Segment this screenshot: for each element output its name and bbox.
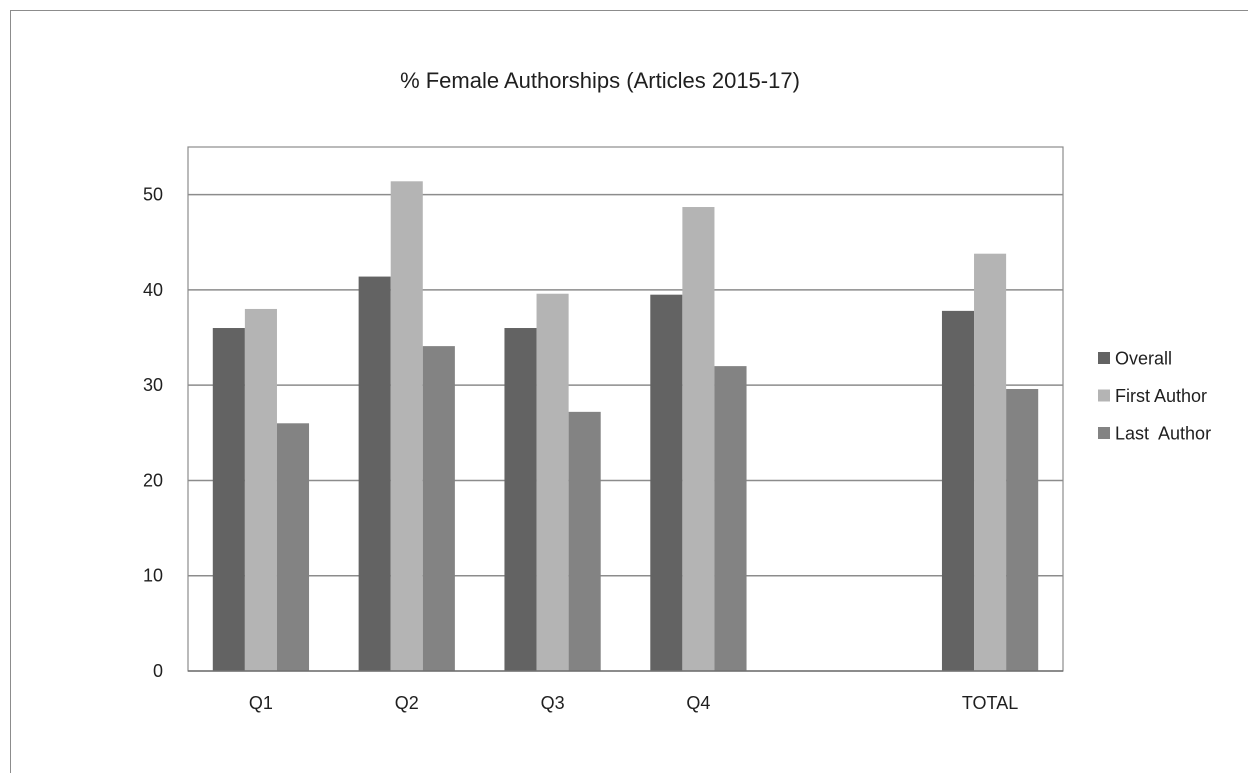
bar xyxy=(682,207,715,671)
legend-label: First Author xyxy=(1115,386,1207,406)
bar xyxy=(212,328,245,671)
bars xyxy=(212,181,1039,672)
gridlines xyxy=(188,193,1063,577)
bar xyxy=(650,294,683,671)
axes: 0 10 20 30 40 50 Q1 Q2 Q3 Q4 TOTAL xyxy=(143,146,1064,713)
bar xyxy=(244,308,277,671)
x-tick-label: Q3 xyxy=(541,693,565,713)
legend-label: Overall xyxy=(1115,349,1172,369)
bar xyxy=(1006,388,1039,671)
bar xyxy=(358,276,391,671)
bar xyxy=(941,310,975,671)
bar xyxy=(536,293,569,671)
legend-swatch xyxy=(1098,389,1110,402)
y-tick-label: 0 xyxy=(153,661,163,681)
legend-label: Last Author xyxy=(1115,424,1211,444)
bar xyxy=(568,411,601,671)
plot-area-border xyxy=(187,146,1064,672)
x-tick-label: Q2 xyxy=(395,693,419,713)
bar xyxy=(422,346,455,671)
x-tick-label: TOTAL xyxy=(962,693,1018,713)
bar xyxy=(714,366,747,671)
legend-swatch xyxy=(1098,427,1110,439)
bar xyxy=(504,328,537,671)
y-tick-label: 30 xyxy=(143,375,163,395)
x-tick-label: Q4 xyxy=(686,693,710,713)
y-tick-label: 10 xyxy=(143,566,163,586)
x-tick-label: Q1 xyxy=(249,693,273,713)
bar xyxy=(974,253,1007,672)
y-tick-label: 50 xyxy=(143,185,163,205)
bar xyxy=(390,181,423,671)
legend: Overall First Author Last Author xyxy=(1098,349,1211,444)
chart-title: % Female Authorships (Articles 2015-17) xyxy=(400,68,800,93)
y-tick-label: 40 xyxy=(143,280,163,300)
bar xyxy=(276,423,310,671)
legend-swatch xyxy=(1098,352,1110,364)
y-tick-label: 20 xyxy=(143,470,163,490)
